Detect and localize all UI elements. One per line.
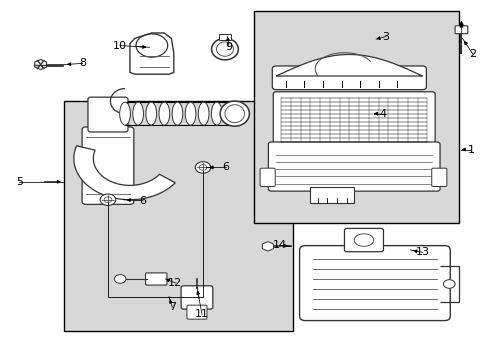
Text: 3: 3 bbox=[382, 32, 388, 41]
Text: 10: 10 bbox=[113, 41, 127, 50]
Text: 11: 11 bbox=[195, 310, 209, 319]
FancyBboxPatch shape bbox=[260, 168, 275, 186]
Ellipse shape bbox=[224, 105, 244, 123]
Ellipse shape bbox=[211, 102, 222, 125]
Polygon shape bbox=[276, 54, 422, 76]
Ellipse shape bbox=[145, 102, 156, 125]
Circle shape bbox=[100, 194, 116, 206]
FancyBboxPatch shape bbox=[145, 273, 166, 285]
FancyBboxPatch shape bbox=[299, 246, 449, 320]
FancyBboxPatch shape bbox=[268, 142, 439, 191]
FancyBboxPatch shape bbox=[273, 92, 434, 148]
Text: 9: 9 bbox=[225, 42, 232, 51]
Ellipse shape bbox=[220, 101, 249, 126]
Text: 13: 13 bbox=[415, 247, 428, 257]
Ellipse shape bbox=[224, 102, 235, 125]
Ellipse shape bbox=[211, 39, 238, 60]
Bar bbox=[310, 187, 353, 203]
FancyBboxPatch shape bbox=[181, 286, 212, 309]
Ellipse shape bbox=[172, 102, 183, 125]
Ellipse shape bbox=[198, 102, 208, 125]
Text: 8: 8 bbox=[79, 58, 86, 68]
Text: 6: 6 bbox=[139, 196, 146, 206]
Circle shape bbox=[104, 197, 112, 203]
Text: 2: 2 bbox=[468, 49, 475, 59]
Ellipse shape bbox=[159, 102, 169, 125]
FancyBboxPatch shape bbox=[272, 66, 426, 90]
Text: 7: 7 bbox=[168, 302, 176, 312]
Ellipse shape bbox=[216, 42, 233, 56]
Ellipse shape bbox=[353, 234, 373, 246]
Text: 6: 6 bbox=[222, 162, 229, 172]
Text: 5: 5 bbox=[16, 177, 22, 187]
FancyBboxPatch shape bbox=[88, 97, 128, 132]
Polygon shape bbox=[130, 33, 173, 74]
Bar bbox=[219, 34, 231, 40]
Polygon shape bbox=[74, 146, 175, 200]
Circle shape bbox=[114, 275, 126, 283]
FancyBboxPatch shape bbox=[431, 168, 446, 186]
Text: 12: 12 bbox=[168, 278, 182, 288]
Circle shape bbox=[443, 280, 454, 288]
Circle shape bbox=[195, 162, 210, 173]
FancyBboxPatch shape bbox=[344, 228, 383, 252]
Bar bbox=[254, 12, 458, 223]
Bar bbox=[64, 101, 293, 330]
Text: 14: 14 bbox=[272, 240, 286, 250]
FancyBboxPatch shape bbox=[454, 26, 467, 34]
Text: 4: 4 bbox=[379, 109, 386, 119]
Ellipse shape bbox=[185, 102, 196, 125]
Text: 1: 1 bbox=[467, 144, 474, 154]
Circle shape bbox=[199, 165, 206, 170]
FancyBboxPatch shape bbox=[186, 305, 206, 319]
FancyBboxPatch shape bbox=[82, 127, 134, 204]
Ellipse shape bbox=[133, 102, 143, 125]
Ellipse shape bbox=[120, 102, 130, 125]
